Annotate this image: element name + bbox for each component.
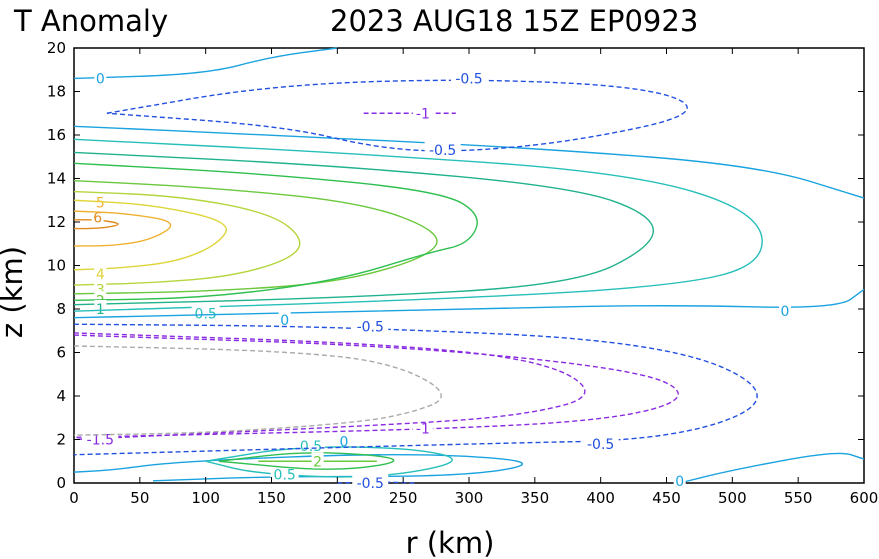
contour-line bbox=[218, 452, 395, 470]
y-tick-label: 12 bbox=[47, 213, 66, 231]
x-tick-label: 50 bbox=[130, 489, 149, 507]
contour-line bbox=[73, 179, 438, 295]
contour-label: 0 bbox=[280, 313, 289, 329]
x-tick-label: 150 bbox=[257, 489, 286, 507]
contour-label-bg bbox=[270, 465, 299, 482]
contour-line bbox=[73, 162, 478, 301]
y-tick-label: 14 bbox=[47, 170, 66, 188]
contour-label-bg bbox=[424, 141, 461, 158]
contour-line bbox=[73, 125, 865, 199]
contour-label: 0 bbox=[339, 435, 348, 451]
x-tick-label: 500 bbox=[718, 489, 747, 507]
contour-line bbox=[106, 79, 688, 152]
contour-label-bg bbox=[337, 432, 350, 449]
contour-label-bg bbox=[412, 104, 433, 121]
y-tick-label: 2 bbox=[56, 431, 66, 449]
contour-line bbox=[73, 323, 758, 456]
contour-lines: 6543210.5000000.50.52-0.5-0.5-0.5-0.5-0.… bbox=[73, 47, 865, 492]
x-tick-label: 550 bbox=[784, 489, 813, 507]
y-tick-label: 4 bbox=[56, 387, 66, 405]
x-tick-label: 450 bbox=[652, 489, 681, 507]
y-tick-label: 8 bbox=[56, 300, 66, 318]
contour-line bbox=[73, 345, 442, 436]
contour-label: -1 bbox=[416, 106, 430, 122]
contour-line bbox=[73, 151, 655, 306]
contour-line bbox=[73, 190, 301, 286]
contour-label-bg bbox=[94, 265, 107, 282]
x-tick-label: 600 bbox=[850, 489, 879, 507]
contour-label-bg bbox=[82, 430, 119, 447]
y-axis-label: z (km) bbox=[0, 246, 29, 338]
contour-line bbox=[74, 219, 119, 230]
contour-line bbox=[73, 47, 338, 80]
contour-label: -0.5 bbox=[429, 143, 456, 159]
contour-label: 0 bbox=[781, 304, 790, 320]
contour-label-bg bbox=[582, 434, 619, 451]
contour-label: 0 bbox=[96, 71, 105, 87]
contour-label-bg bbox=[311, 452, 324, 469]
chart-title-left: T Anomaly bbox=[13, 4, 168, 38]
contour-label-bg bbox=[352, 474, 389, 490]
x-tick-label: 0 bbox=[69, 489, 79, 507]
contour-line bbox=[73, 334, 679, 439]
x-tick-label: 350 bbox=[521, 489, 550, 507]
contour-label: -0.5 bbox=[357, 319, 384, 335]
x-axis-ticks: 0 50 100 150 200 250 300 350 400 450 500 550 600 bbox=[69, 48, 878, 507]
chart-title-right: 2023 AUG18 15Z EP0923 bbox=[330, 4, 698, 38]
contour-label-bg bbox=[412, 419, 433, 436]
y-tick-label: 20 bbox=[47, 39, 66, 57]
contour-line bbox=[73, 288, 865, 319]
contour-label: -0.5 bbox=[587, 437, 614, 453]
y-tick-label: 0 bbox=[56, 474, 66, 492]
contour-line bbox=[205, 446, 453, 478]
contour-label-bg bbox=[451, 69, 487, 86]
x-axis-label: r (km) bbox=[406, 526, 495, 559]
contour-label-bg bbox=[673, 471, 686, 488]
contour-label: -1.5 bbox=[87, 433, 114, 449]
contour-label: 0 bbox=[675, 474, 684, 490]
contour-line bbox=[679, 452, 865, 484]
contour-label: 0.5 bbox=[300, 439, 322, 455]
x-tick-label: 300 bbox=[455, 489, 484, 507]
contour-line bbox=[73, 332, 586, 441]
contour-label: 2 bbox=[313, 454, 322, 470]
contour-label-bg bbox=[352, 317, 389, 334]
contour-line bbox=[73, 210, 172, 247]
contour-line bbox=[73, 138, 763, 312]
contour-label: -1 bbox=[416, 422, 430, 438]
y-tick-label: 6 bbox=[56, 344, 66, 362]
x-tick-label: 400 bbox=[586, 489, 615, 507]
contour-label-bg bbox=[191, 304, 220, 321]
contour-label-bg bbox=[94, 69, 107, 86]
y-tick-label: 18 bbox=[47, 83, 66, 101]
contour-label-bg bbox=[779, 302, 791, 319]
contour-label: -0.5 bbox=[357, 476, 384, 492]
contour-label: 3 bbox=[96, 282, 105, 298]
contour-label: 6 bbox=[93, 211, 102, 227]
contour-label: 0.5 bbox=[274, 467, 296, 483]
contour-label-bg bbox=[94, 300, 107, 316]
x-tick-label: 250 bbox=[389, 489, 418, 507]
y-tick-label: 16 bbox=[47, 126, 66, 144]
contour-label-bg bbox=[278, 310, 291, 327]
x-tick-label: 100 bbox=[191, 489, 220, 507]
y-tick-label: 10 bbox=[47, 257, 66, 275]
contour-label: -0.5 bbox=[455, 71, 482, 87]
contour-line bbox=[73, 199, 228, 271]
x-tick-label: 200 bbox=[323, 489, 352, 507]
contour-label: 5 bbox=[96, 195, 105, 211]
contour-label: 4 bbox=[96, 267, 105, 283]
